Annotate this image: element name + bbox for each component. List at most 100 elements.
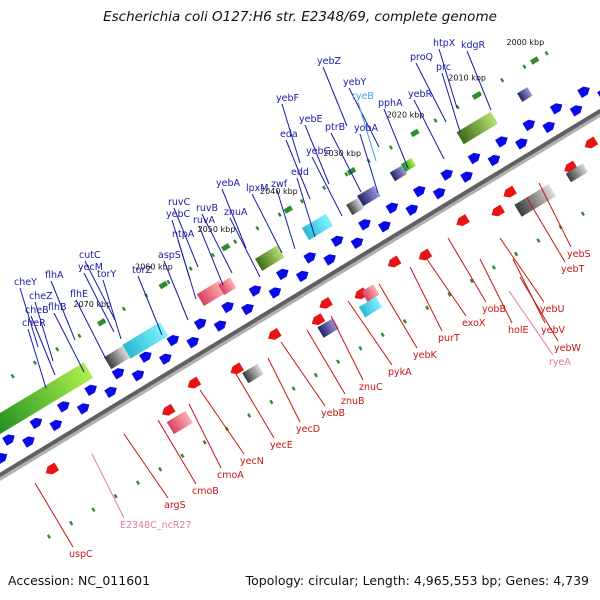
forward-gene-label: yebY (343, 77, 366, 88)
kbp-tick-mark (471, 91, 482, 100)
reverse-guide-mark (135, 480, 140, 486)
forward-leader-line (19, 287, 39, 348)
forward-gene-arrow (104, 386, 117, 399)
forward-gene-arrow (213, 320, 227, 332)
reverse-leader-line (378, 283, 418, 349)
reverse-gene-arrow (319, 296, 333, 309)
operon-block (357, 185, 381, 207)
forward-leader-line (50, 280, 76, 341)
reverse-leader-line (499, 237, 545, 303)
reverse-guide-mark (69, 520, 74, 526)
reverse-gene-arrow (387, 255, 402, 268)
forward-gene-label: ruvB (196, 203, 218, 214)
forward-gene-arrow (49, 419, 63, 432)
forward-gene-arrow (139, 351, 152, 363)
reverse-gene-arrow (418, 248, 433, 261)
forward-gene-label: lpxM (246, 183, 269, 194)
forward-leader-line (438, 48, 458, 109)
forward-guide-mark (322, 185, 327, 191)
reverse-gene-label: pykA (388, 367, 412, 378)
forward-gene-label: ryeB (352, 91, 374, 102)
forward-gene-arrow (440, 169, 453, 181)
forward-gene-label: cutC (79, 250, 101, 261)
forward-gene-label: yebR (408, 89, 432, 100)
reverse-leader-line (347, 300, 393, 366)
kbp-tick-mark (410, 128, 420, 138)
forward-gene-arrow (2, 434, 15, 446)
operon-block (346, 197, 365, 216)
forward-leader-line (311, 156, 343, 217)
reverse-guide-mark (158, 466, 163, 472)
operon-block (517, 87, 533, 102)
reverse-leader-line (330, 315, 364, 381)
reverse-gene-label: E2348C_ncR27 (120, 520, 192, 531)
reverse-gene-label: znuC (359, 382, 383, 393)
reverse-gene-label: yecE (270, 440, 293, 451)
forward-guide-mark (544, 50, 549, 56)
reverse-guide-mark (247, 413, 252, 418)
forward-leader-line (322, 66, 348, 127)
forward-gene-arrow (22, 436, 35, 448)
forward-gene-label: eda (280, 129, 298, 140)
forward-leader-line (330, 132, 362, 193)
forward-gene-arrow (111, 368, 125, 380)
reverse-leader-line (235, 373, 275, 439)
reverse-gene-arrow (230, 362, 244, 375)
kbp-tick-mark (529, 56, 540, 65)
forward-leader-line (357, 101, 377, 162)
forward-guide-mark (121, 306, 126, 312)
operon-block (122, 322, 169, 359)
forward-leader-line (84, 260, 116, 321)
operon-block (0, 362, 94, 435)
forward-gene-label: yebC (166, 209, 190, 220)
forward-guide-mark (210, 252, 215, 258)
kbp-tick-mark (283, 205, 293, 214)
forward-leader-line (251, 193, 283, 254)
forward-gene-arrow (522, 119, 536, 132)
forward-leader-line (53, 312, 85, 373)
forward-leader-line (276, 189, 296, 250)
forward-gene-arrow (186, 337, 199, 349)
reverse-gene-label: argS (164, 500, 186, 511)
forward-gene-arrow (514, 138, 528, 150)
reverse-guide-mark (536, 238, 541, 243)
forward-guide-mark (299, 198, 304, 204)
reverse-gene-label: yebW (554, 343, 581, 354)
reverse-block (514, 184, 556, 217)
forward-gene-arrow (29, 417, 43, 430)
reverse-guide-mark (469, 278, 474, 284)
reverse-gene-label: exoX (462, 318, 486, 329)
reverse-guide-mark (91, 507, 96, 512)
reverse-gene-label: cmoA (217, 470, 244, 481)
reverse-guide-mark (180, 453, 185, 459)
forward-gene-label: yecM (78, 262, 103, 273)
reverse-leader-line (123, 433, 169, 499)
reverse-block (317, 318, 340, 338)
reverse-guide-mark (358, 345, 363, 351)
forward-gene-arrow (487, 154, 501, 167)
forward-gene-label: edd (291, 167, 309, 178)
reverse-leader-line (306, 329, 346, 395)
forward-gene-arrow (84, 384, 97, 397)
kbp-tick-label: 2040 kbp (260, 187, 298, 196)
forward-guide-mark (522, 64, 527, 70)
reverse-gene-arrow (45, 462, 60, 475)
forward-leader-line (102, 279, 122, 340)
forward-guide-mark (55, 346, 60, 352)
kbp-tick-label: 2020 kbp (387, 111, 425, 120)
forward-guide-mark (388, 145, 393, 150)
forward-gene-arrow (385, 202, 399, 214)
kbp-tick-label: 2030 kbp (323, 149, 361, 158)
forward-leader-line (383, 108, 409, 169)
genome-backbone (0, 108, 600, 478)
reverse-gene-label: znuB (341, 396, 365, 407)
forward-gene-label: flhA (45, 270, 64, 281)
reverse-gene-arrow (162, 403, 176, 416)
reverse-leader-line (199, 389, 245, 455)
forward-gene-arrow (405, 204, 419, 216)
operon-block (217, 277, 237, 295)
forward-gene-label: aspS (158, 250, 181, 261)
forward-leader-line (173, 207, 199, 268)
forward-gene-arrow (467, 152, 481, 165)
forward-gene-label: flhE (70, 289, 88, 300)
